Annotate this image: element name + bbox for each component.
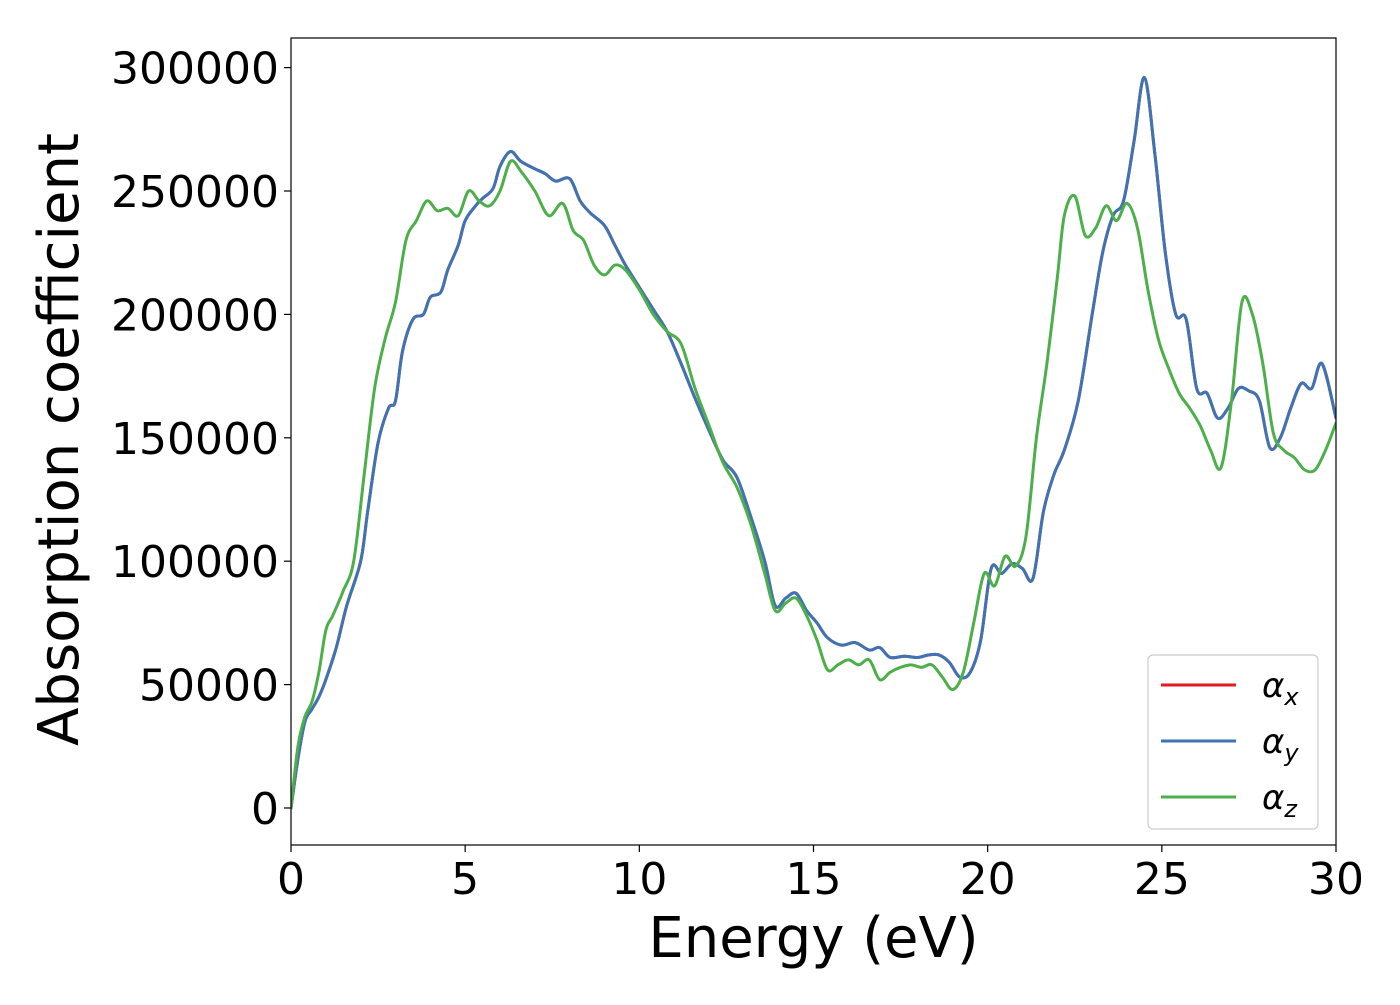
series-line-z <box>291 159 1336 810</box>
x-tick-label: 30 <box>1308 854 1364 905</box>
y-tick-label: 200000 <box>111 290 279 341</box>
y-tick-label: 250000 <box>111 167 279 218</box>
legend: αx αy αz <box>1147 654 1319 830</box>
y-tick-label: 0 <box>251 784 279 835</box>
x-tick-label: 25 <box>1134 854 1190 905</box>
y-tick-label: 300000 <box>111 44 279 95</box>
x-tick-label: 15 <box>786 854 842 905</box>
y-axis: 0 50000 100000 150000 200000 250000 300000 <box>111 44 291 835</box>
series-line-y <box>291 75 1336 810</box>
x-tick-label: 20 <box>960 854 1016 905</box>
legend-label-x: αx <box>1262 666 1299 711</box>
x-tick-label: 0 <box>277 854 305 905</box>
legend-label-y: αy <box>1262 722 1299 767</box>
legend-label-z: αz <box>1262 778 1298 823</box>
x-axis: 0 5 10 15 20 25 30 <box>277 845 1364 905</box>
x-axis-label: Energy (eV) <box>648 906 978 971</box>
series-layer <box>291 75 1336 810</box>
y-tick-label: 50000 <box>139 661 279 712</box>
y-tick-label: 100000 <box>111 537 279 588</box>
y-tick-label: 150000 <box>111 414 279 465</box>
y-axis-label: Absorption coefficient <box>27 133 92 746</box>
x-tick-label: 10 <box>611 854 667 905</box>
x-tick-label: 5 <box>451 854 479 905</box>
